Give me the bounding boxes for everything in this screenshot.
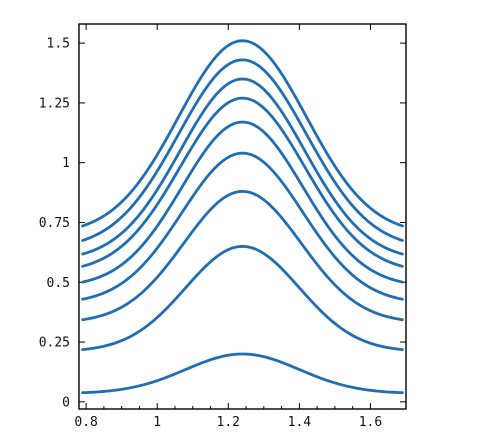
tick-labels: 0.8 1 1.2 1.4 1.6 0 0.25 0.5 0.75 1 1.25 1.5 [39, 37, 383, 430]
series-line-1 [81, 352, 404, 395]
curves [81, 39, 404, 395]
series-line-7 [81, 77, 404, 256]
y-tick-label: 0.5 [47, 276, 70, 291]
series-line-3 [81, 189, 404, 322]
series-line-8 [81, 58, 404, 242]
x-tick-label: 1.2 [217, 415, 240, 430]
y-tick-label: 0.75 [39, 216, 70, 231]
y-tick-label: 0 [62, 395, 70, 410]
x-tick-label: 1 [153, 415, 161, 430]
y-tick-label: 0.25 [39, 336, 70, 351]
y-tick-label: 1 [62, 156, 70, 171]
series-line-9 [81, 39, 404, 228]
series-line-2 [81, 244, 404, 351]
x-tick-label: 1.4 [288, 415, 312, 430]
x-tick-label: 1.6 [359, 415, 382, 430]
series-line-6 [81, 96, 404, 268]
plot-frame [78, 23, 407, 410]
x-tick-label: 0.8 [74, 415, 97, 430]
series-line-5 [81, 120, 404, 284]
axis-ticks [79, 24, 406, 409]
y-tick-label: 1.5 [47, 37, 70, 52]
y-tick-label: 1.25 [39, 96, 70, 111]
series-line-4 [81, 151, 404, 301]
